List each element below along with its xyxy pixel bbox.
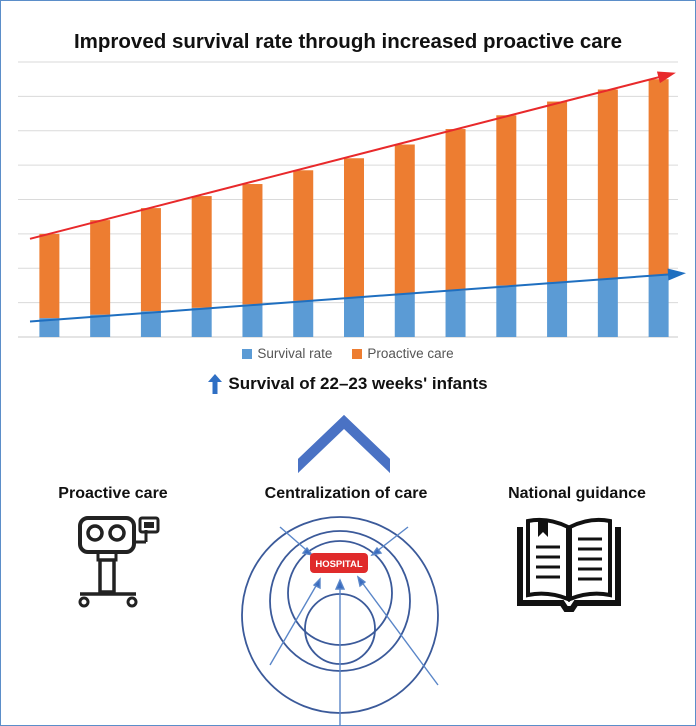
chevron-up-icon bbox=[298, 415, 390, 473]
trend-line-survival bbox=[29, 268, 686, 323]
bar-proactive-care bbox=[648, 79, 669, 276]
legend-item-proactive: Proactive care bbox=[352, 346, 454, 361]
bar-survival-rate bbox=[496, 285, 517, 337]
chart-legend: Survival rate Proactive care bbox=[0, 346, 696, 361]
bar-proactive-care bbox=[39, 233, 60, 319]
chart-title: Improved survival rate through increased… bbox=[73, 30, 622, 53]
open-book-icon bbox=[517, 517, 621, 612]
chart-trend-lines bbox=[29, 71, 686, 323]
bar-proactive-care bbox=[445, 129, 466, 291]
trend-line-proactive bbox=[29, 71, 676, 240]
bar-proactive-care bbox=[242, 184, 263, 305]
survival-headline: Survival of 22–23 weeks' infants bbox=[0, 374, 696, 394]
bar-survival-rate bbox=[191, 307, 212, 337]
bar-survival-rate bbox=[293, 300, 314, 337]
bar-proactive-care bbox=[293, 170, 314, 301]
legend-label-proactive: Proactive care bbox=[367, 346, 454, 361]
bar-proactive-care bbox=[394, 144, 415, 295]
legend-swatch-proactive bbox=[352, 348, 363, 359]
centralization-label: Centralization of care bbox=[264, 485, 428, 502]
bar-proactive-care bbox=[597, 89, 618, 279]
incubator-icon bbox=[78, 516, 160, 608]
headline-text: Survival of 22–23 weeks' infants bbox=[228, 374, 488, 393]
bar-proactive-care bbox=[191, 196, 212, 308]
national-guidance-label: National guidance bbox=[508, 485, 646, 502]
bar-survival-rate bbox=[445, 290, 466, 337]
hospital-sign-text: HOSPITAL bbox=[315, 559, 363, 570]
bar-survival-rate bbox=[597, 278, 618, 337]
bar-proactive-care bbox=[547, 101, 568, 282]
bar-survival-rate bbox=[547, 282, 568, 337]
inbound-arrows bbox=[269, 526, 439, 726]
bar-proactive-care bbox=[140, 208, 161, 312]
legend-swatch-survival bbox=[242, 348, 253, 359]
chart-bars bbox=[39, 79, 669, 337]
bar-survival-rate bbox=[140, 311, 161, 337]
legend-label-survival: Survival rate bbox=[257, 346, 333, 361]
bar-survival-rate bbox=[90, 314, 111, 337]
bar-proactive-care bbox=[496, 115, 517, 286]
bar-survival-rate bbox=[648, 275, 669, 337]
bar-proactive-care bbox=[344, 158, 364, 298]
bar-survival-rate bbox=[242, 304, 263, 337]
stacked-bar-chart bbox=[18, 61, 686, 338]
proactive-care-label: Proactive care bbox=[58, 485, 168, 502]
centralization-diagram: HOSPITAL bbox=[241, 516, 439, 726]
legend-item-survival: Survival rate bbox=[242, 346, 332, 361]
bar-survival-rate bbox=[394, 294, 415, 337]
up-arrow-icon bbox=[208, 374, 223, 394]
bar-survival-rate bbox=[344, 297, 364, 337]
bar-survival-rate bbox=[39, 318, 60, 337]
hospital-sign bbox=[310, 553, 368, 573]
bar-proactive-care bbox=[90, 220, 111, 315]
